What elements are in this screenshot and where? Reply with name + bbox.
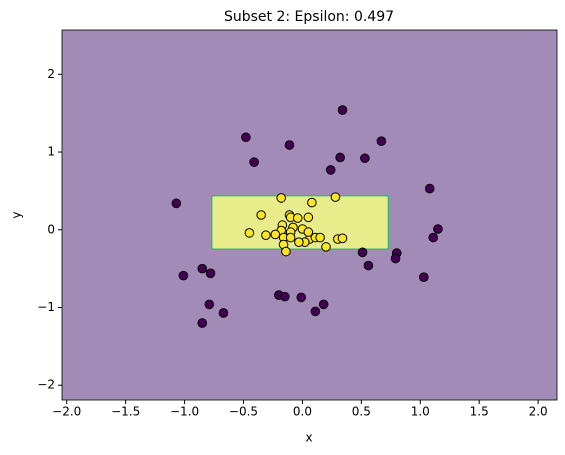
data-point — [335, 152, 345, 163]
data-point — [337, 105, 348, 115]
data-point — [296, 292, 307, 303]
y-tick-label: −2 — [37, 378, 55, 392]
data-point — [284, 140, 295, 150]
x-tick-label: 0.5 — [352, 405, 371, 419]
x-tick-label: −2.0 — [52, 405, 81, 419]
data-point — [337, 233, 348, 244]
x-tick-label: 2.0 — [529, 405, 548, 419]
x-tick-label: −0.5 — [229, 405, 258, 419]
data-point — [244, 228, 255, 238]
data-point — [285, 232, 296, 243]
data-point — [363, 260, 374, 271]
data-point — [433, 224, 443, 234]
data-point — [315, 232, 325, 243]
data-point — [357, 247, 368, 258]
plot-frame — [61, 29, 558, 401]
data-point — [318, 299, 329, 310]
y-tick-label: 0 — [47, 222, 55, 236]
x-tick-label: 1.5 — [470, 405, 489, 419]
data-point — [197, 263, 208, 274]
data-point — [428, 232, 439, 243]
data-point — [171, 198, 182, 209]
y-tick-label: 1 — [47, 145, 55, 159]
data-point — [205, 268, 216, 279]
data-point — [390, 253, 401, 264]
data-point — [303, 227, 314, 237]
x-tick-label: 0.0 — [293, 405, 312, 419]
data-point — [307, 197, 317, 208]
data-point — [325, 165, 336, 175]
x-tick-label: −1.0 — [170, 405, 199, 419]
data-point — [419, 272, 429, 282]
x-tick-label: −1.5 — [111, 405, 140, 419]
data-point — [281, 246, 291, 257]
y-axis-label: y — [10, 211, 24, 218]
data-point — [303, 212, 314, 223]
x-axis-label: x — [305, 431, 312, 445]
data-point — [204, 299, 215, 310]
data-point — [360, 153, 370, 164]
chart-title: Subset 2: Epsilon: 0.497 — [224, 9, 394, 25]
data-point — [249, 157, 259, 167]
data-point — [276, 193, 287, 203]
data-point — [424, 183, 435, 194]
data-point — [261, 230, 271, 241]
data-point — [330, 192, 341, 202]
y-tick-label: 2 — [47, 67, 55, 81]
data-point — [321, 242, 331, 252]
y-tick-label: −1 — [37, 300, 55, 314]
data-point — [292, 213, 303, 223]
data-point — [256, 210, 266, 220]
data-point — [310, 306, 321, 317]
data-point — [197, 318, 208, 328]
data-point — [178, 270, 189, 281]
x-tick-label: 1.0 — [411, 405, 430, 419]
data-point — [218, 308, 229, 318]
data-point — [241, 132, 251, 143]
data-point — [294, 237, 304, 248]
data-point — [376, 136, 387, 146]
data-point — [279, 291, 290, 302]
data-point — [270, 229, 281, 240]
